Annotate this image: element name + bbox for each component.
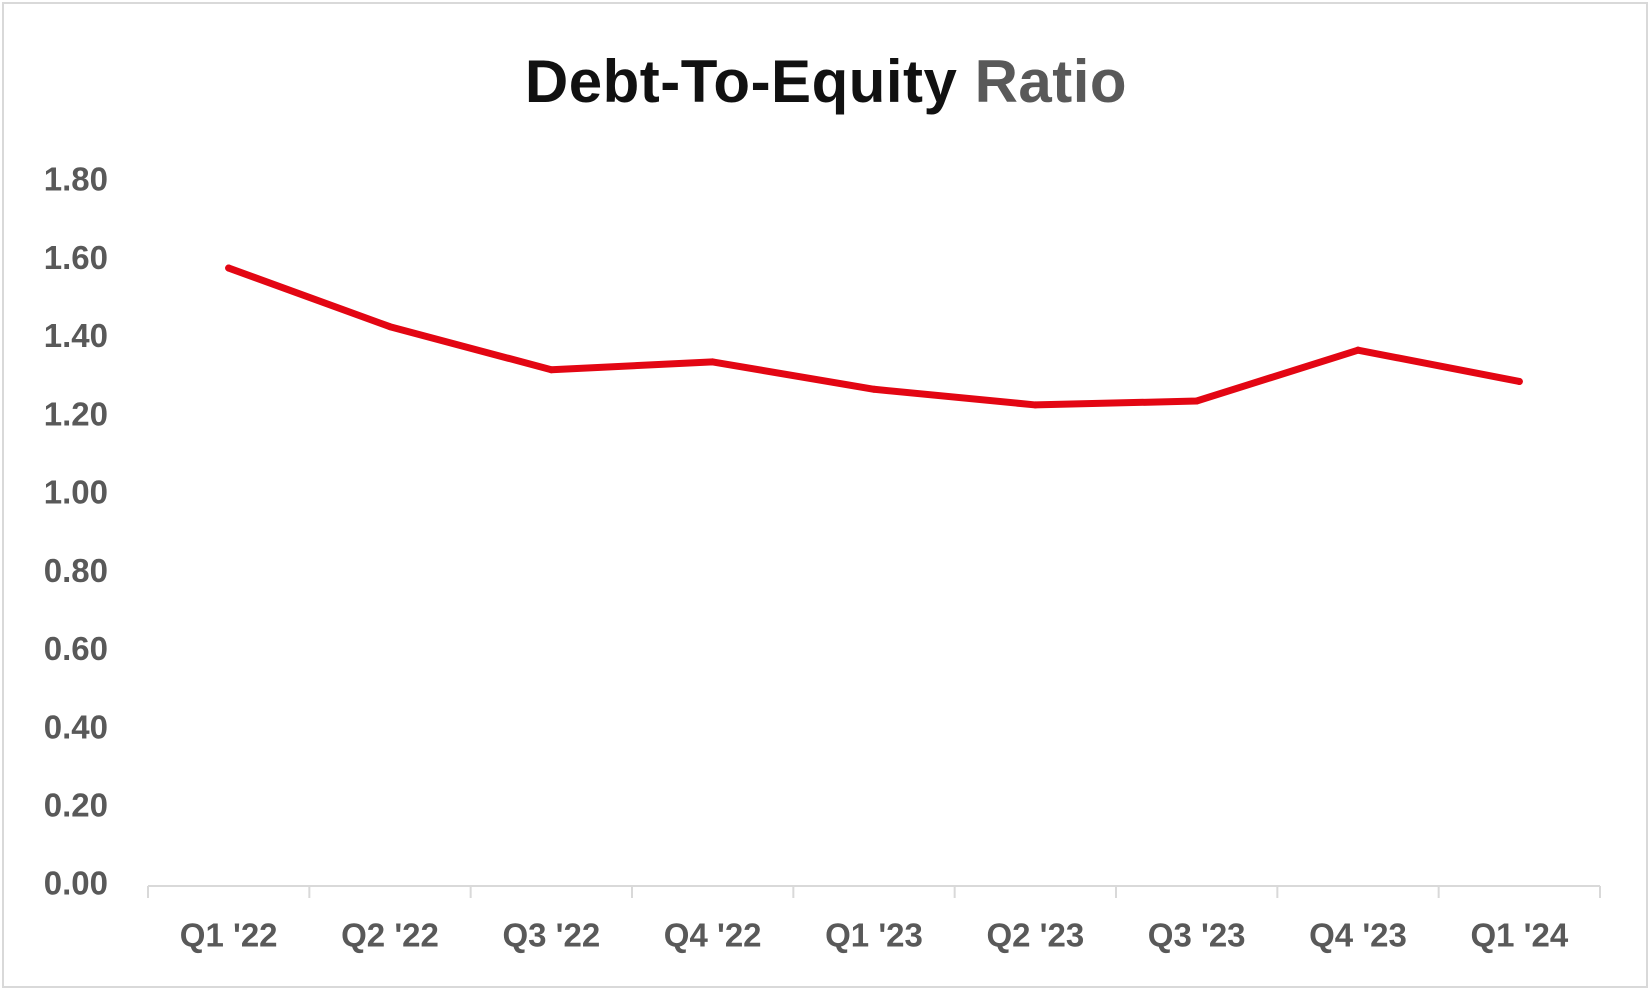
y-tick-label: 0.40 [44,708,108,745]
y-tick-label: 0.20 [44,786,108,823]
x-tick-label: Q1 '23 [825,917,923,954]
data-point [870,385,878,393]
y-axis: 0.00 0.20 0.40 0.60 0.80 1.00 1.20 1.40 1.60 1.80 [44,161,108,902]
data-point [709,358,717,366]
x-tick-label: Q4 '23 [1309,917,1407,954]
y-tick-label: 0.60 [44,630,108,667]
x-tick-label: Q3 '22 [502,917,600,954]
y-tick-label: 1.20 [44,395,108,432]
x-tick-label: Q2 '23 [986,917,1084,954]
y-tick-label: 1.00 [44,474,108,511]
y-tick-label: 0.80 [44,552,108,589]
y-tick-label: 1.40 [44,317,108,354]
data-point [1354,346,1362,354]
data-point [1193,397,1201,405]
x-tick-label: Q4 '22 [664,917,762,954]
x-tick-label: Q1 '22 [180,917,278,954]
data-point [547,366,555,374]
x-tick-label: Q3 '23 [1148,917,1246,954]
x-axis: Q1 '22 Q2 '22 Q3 '22 Q4 '22 Q1 '23 Q2 '23 Q3 '… [147,885,1601,954]
x-tick-label: Q2 '22 [341,917,439,954]
y-tick-label: 1.60 [44,239,108,276]
data-point [386,323,394,331]
chart-title-part-1: Debt-To-Equity [524,48,958,115]
series-line [225,264,1523,409]
data-point [225,264,233,272]
chart-title-part-2: Ratio [974,48,1128,115]
chart-title: Debt-To-Equity Ratio [0,42,1652,122]
y-tick-label: 0.00 [44,865,108,902]
data-point [1515,377,1523,385]
series-group [225,264,1523,409]
data-point [1031,401,1039,409]
y-tick-label: 1.80 [44,161,108,198]
x-tick-label: Q1 '24 [1470,917,1568,954]
